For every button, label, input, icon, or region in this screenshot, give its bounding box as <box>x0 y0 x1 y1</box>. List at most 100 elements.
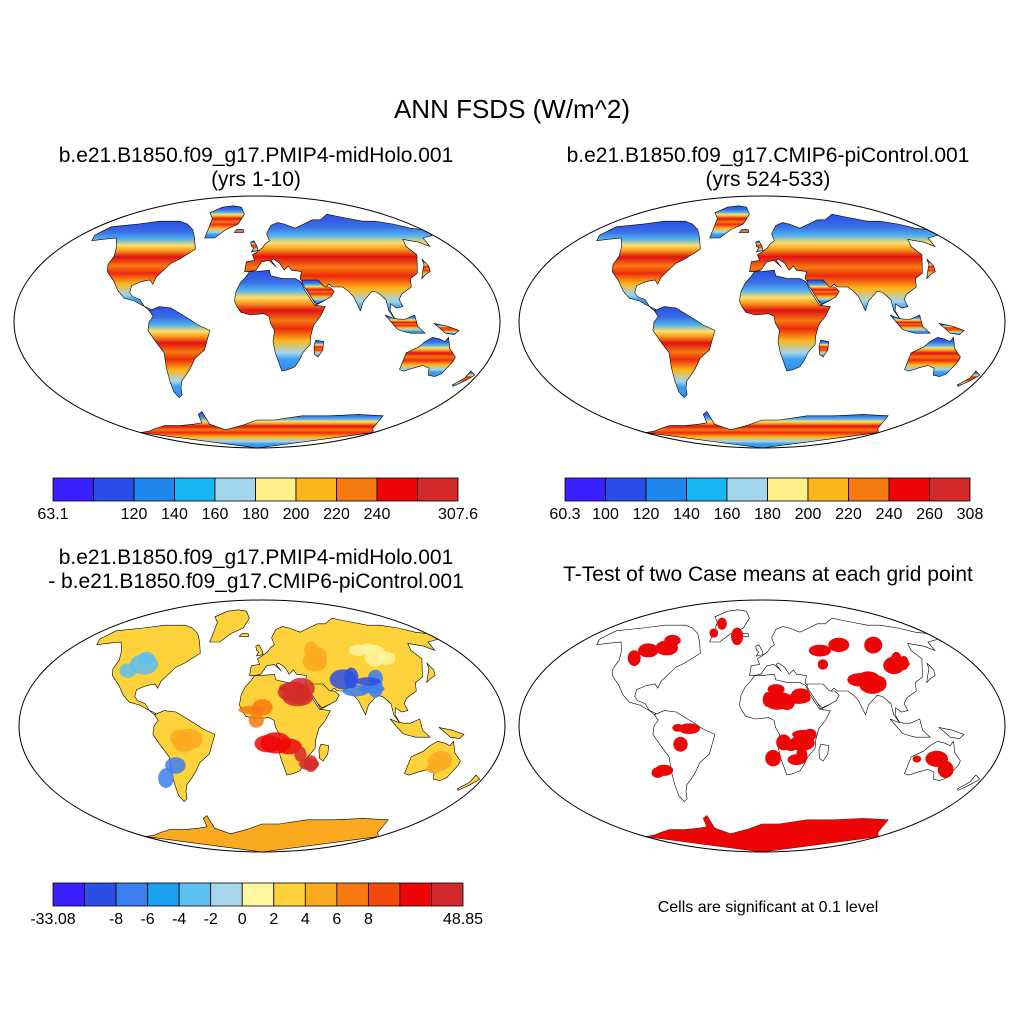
panel-case2-title-line2: (yrs 524-533) <box>705 168 831 191</box>
colorbar-swatch <box>336 882 369 907</box>
difference-patch <box>344 667 359 689</box>
landmass-antarctica <box>145 815 389 852</box>
colorbar-tick-label: 240 <box>875 506 903 523</box>
colorbar-case1 <box>52 477 459 502</box>
colorbar-tick-label: 260 <box>916 506 943 523</box>
colorbar-tick-label: -33.08 <box>30 911 76 928</box>
panel-case1-title-line1: b.e21.B1850.f09_g17.PMIP4-midHolo.001 <box>58 144 454 167</box>
significant-region <box>870 675 887 692</box>
significant-region <box>787 754 806 766</box>
panel-case1-title-line2: (yrs 1-10) <box>211 168 301 191</box>
colorbar-tick-label: 140 <box>673 506 700 523</box>
colorbar-case2-labels: 60.3 100 120 140 160 180 200 220 240 260 308 <box>549 506 983 526</box>
map-ttest <box>518 599 1006 853</box>
landmass-iceland <box>738 229 750 233</box>
colorbar-swatch <box>241 882 275 907</box>
difference-patch <box>119 663 137 678</box>
significant-region <box>890 651 902 668</box>
significant-region <box>731 627 744 646</box>
landmass-indonesia <box>889 718 931 738</box>
colorbar-tick-label: 120 <box>120 506 148 523</box>
landmass-newguinea <box>938 323 965 335</box>
land-layer <box>519 196 1005 448</box>
landmass-arabia <box>806 683 840 709</box>
landmass-uk <box>755 240 764 253</box>
difference-patch <box>287 677 315 699</box>
map-frame <box>13 195 501 449</box>
map-frame <box>18 599 506 853</box>
colorbar-swatch <box>564 477 606 502</box>
difference-patch <box>431 750 452 770</box>
colorbar-swatch <box>93 477 135 502</box>
colorbar-swatch <box>686 477 728 502</box>
landmass-australia <box>904 336 961 377</box>
significant-region <box>709 628 719 638</box>
map-case2 <box>518 195 1006 449</box>
panel-case2-title: b.e21.B1850.f09_g17.CMIP6-piControl.001 … <box>512 144 1024 192</box>
map-frame <box>518 599 1006 853</box>
colorbar-swatch <box>848 477 890 502</box>
difference-patch <box>299 758 320 771</box>
landmass-newguinea <box>433 323 460 335</box>
landmass-indonesia <box>889 314 931 334</box>
landmass-antarctica <box>645 411 889 448</box>
landmass-japan <box>926 662 936 684</box>
colorbar-swatch <box>295 477 337 502</box>
colorbar-swatch <box>178 882 212 907</box>
significant-region <box>762 692 774 707</box>
significant-region <box>673 736 688 752</box>
panel-diff-title-line1: b.e21.B1850.f09_g17.PMIP4-midHolo.001 <box>58 546 454 569</box>
landmass-madagascar <box>818 743 830 762</box>
colorbar-tick-label: 160 <box>713 506 741 523</box>
landmass-australia <box>399 336 456 377</box>
landmass-greenland <box>709 205 750 239</box>
colorbar-swatch <box>929 477 971 502</box>
colorbar-swatch <box>133 477 175 502</box>
difference-patch <box>260 732 291 754</box>
panel-case1-title: b.e21.B1850.f09_g17.PMIP4-midHolo.001 (y… <box>0 144 512 192</box>
landmass-uk <box>250 240 259 253</box>
landmass-eurasia <box>749 617 939 725</box>
difference-patch <box>294 746 307 762</box>
colorbar-tick-label: 220 <box>323 506 350 523</box>
landmass-africa <box>234 269 326 372</box>
significance-note: Cells are significant at 0.1 level <box>657 899 879 916</box>
colorbar-tick-label: -4 <box>172 911 187 928</box>
colorbar-swatch <box>255 477 297 502</box>
panel-case2-title-line1: b.e21.B1850.f09_g17.CMIP6-piControl.001 <box>566 144 970 167</box>
colorbar-tick-label: 120 <box>632 506 660 523</box>
colorbar-swatch <box>726 477 768 502</box>
significant-region <box>864 636 883 654</box>
landmass-uk <box>755 644 764 657</box>
colorbar-tick-label: 220 <box>835 506 862 523</box>
landmass-namerica <box>596 220 701 312</box>
panel-diff-title: b.e21.B1850.f09_g17.PMIP4-midHolo.001 - … <box>0 546 512 594</box>
landmass-eurasia <box>244 213 434 321</box>
landmass-japan <box>926 258 936 280</box>
difference-patch <box>158 768 174 788</box>
colorbar-swatch <box>336 477 378 502</box>
landmass-japan <box>421 258 431 280</box>
landmass-africa <box>739 269 831 372</box>
map-frame <box>518 195 1006 449</box>
significant-region <box>645 815 889 852</box>
landmass-indonesia <box>389 718 431 738</box>
panel-diff-title-line2: - b.e21.B1850.f09_g17.CMIP6-piControl.00… <box>48 570 464 593</box>
colorbar-swatch <box>147 882 180 907</box>
colorbar-case2 <box>564 477 971 502</box>
difference-patch <box>359 643 375 653</box>
colorbar-tick-label: 180 <box>754 506 781 523</box>
difference-patch <box>165 757 186 774</box>
significant-region <box>912 755 922 763</box>
landmass-nz <box>451 370 476 387</box>
landmass-iceland <box>233 229 245 233</box>
landmass-madagascar <box>318 743 330 762</box>
land-layer <box>519 600 1005 852</box>
landmass-newguinea <box>938 727 965 739</box>
difference-patch <box>238 705 265 715</box>
landmass-indonesia <box>384 314 426 334</box>
colorbar-tick-label: -6 <box>140 911 155 928</box>
colorbar-tick-label: 307.6 <box>437 506 479 523</box>
significant-region <box>654 764 674 776</box>
colorbar-swatch <box>376 477 418 502</box>
